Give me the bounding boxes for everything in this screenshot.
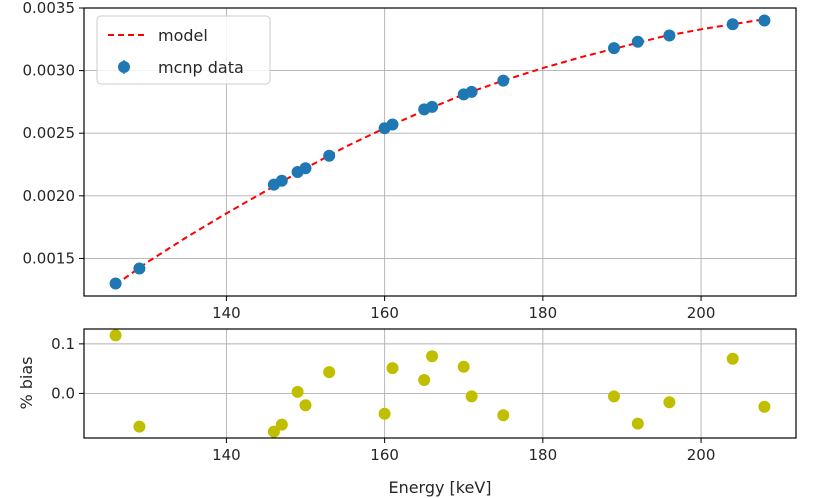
bottom-data-point (378, 407, 391, 420)
bottom-axes-frame (83, 328, 797, 439)
top-panel: 140 160 180 200 0.0015 0.0020 0.0025 0.0030 0.00… (23, 0, 797, 322)
legend-mcnp-swatch (118, 61, 130, 73)
top-y-tick-label: 0.0015 (23, 249, 76, 267)
bottom-data-point (663, 396, 676, 409)
top-x-tick-label: 200 (687, 304, 716, 322)
top-ticks: 140 160 180 200 0.0015 0.0020 0.0025 0.0030 0.00… (23, 0, 716, 322)
top-data-point (275, 174, 288, 187)
bottom-data-point (758, 400, 771, 413)
legend-mcnp-label: mcnp data (158, 58, 244, 77)
top-data-point (758, 14, 771, 27)
bottom-data-point (323, 366, 336, 379)
top-y-tick-label: 0.0030 (23, 62, 76, 80)
top-x-tick-label: 160 (370, 304, 399, 322)
top-data-point (631, 35, 644, 48)
top-data-point (465, 85, 478, 98)
x-axis-label: Energy [keV] (388, 478, 491, 497)
bottom-plot-marks (109, 329, 771, 438)
bottom-x-tick-label: 180 (529, 446, 558, 464)
top-data-point (663, 29, 676, 42)
bottom-x-tick-label: 160 (370, 446, 399, 464)
bottom-data-point (497, 409, 510, 422)
bottom-data-point (109, 329, 122, 342)
bottom-data-point (726, 352, 739, 365)
bottom-data-point (133, 420, 146, 433)
top-data-point (497, 74, 510, 87)
top-data-point (426, 100, 439, 113)
top-plot-marks (109, 14, 771, 290)
bottom-x-tick-label: 140 (212, 446, 241, 464)
top-x-tick-label: 140 (212, 304, 241, 322)
bottom-panel: 140 160 180 200 0.0 0.1 Energy [keV] % bias (17, 328, 797, 497)
bottom-data-point (291, 385, 304, 398)
top-y-tick-label: 0.0025 (23, 124, 76, 142)
bottom-data-point (426, 350, 439, 363)
top-data-point (386, 118, 399, 131)
top-data-point (608, 42, 620, 55)
top-data-point (109, 277, 122, 290)
bottom-data-point (631, 417, 644, 430)
bottom-data-point (608, 390, 620, 403)
y-axis-label: % bias (17, 356, 36, 409)
bottom-data-point (275, 418, 288, 431)
bottom-data-point (386, 362, 399, 375)
legend: model mcnp data (96, 15, 271, 85)
top-data-point (299, 162, 312, 175)
top-axes-frame (83, 7, 797, 297)
legend-model-label: model (158, 26, 208, 45)
top-x-tick-label: 180 (529, 304, 558, 322)
bottom-y-tick-label: 0.0 (51, 384, 75, 402)
bottom-gridlines (84, 329, 796, 438)
bottom-data-point (465, 390, 478, 403)
top-y-tick-label: 0.0035 (23, 0, 76, 17)
bottom-data-point (299, 399, 312, 412)
bottom-data-point (267, 425, 280, 438)
bottom-x-tick-label: 200 (687, 446, 716, 464)
top-data-point (323, 149, 336, 162)
legend-box (96, 15, 271, 85)
bottom-data-point (418, 374, 431, 386)
bottom-ticks: 140 160 180 200 0.0 0.1 (51, 335, 715, 464)
top-y-tick-label: 0.0020 (23, 187, 76, 205)
bottom-y-tick-label: 0.1 (51, 335, 75, 353)
bottom-data-point (457, 360, 470, 373)
top-data-point (133, 262, 146, 275)
top-data-point (726, 18, 739, 31)
